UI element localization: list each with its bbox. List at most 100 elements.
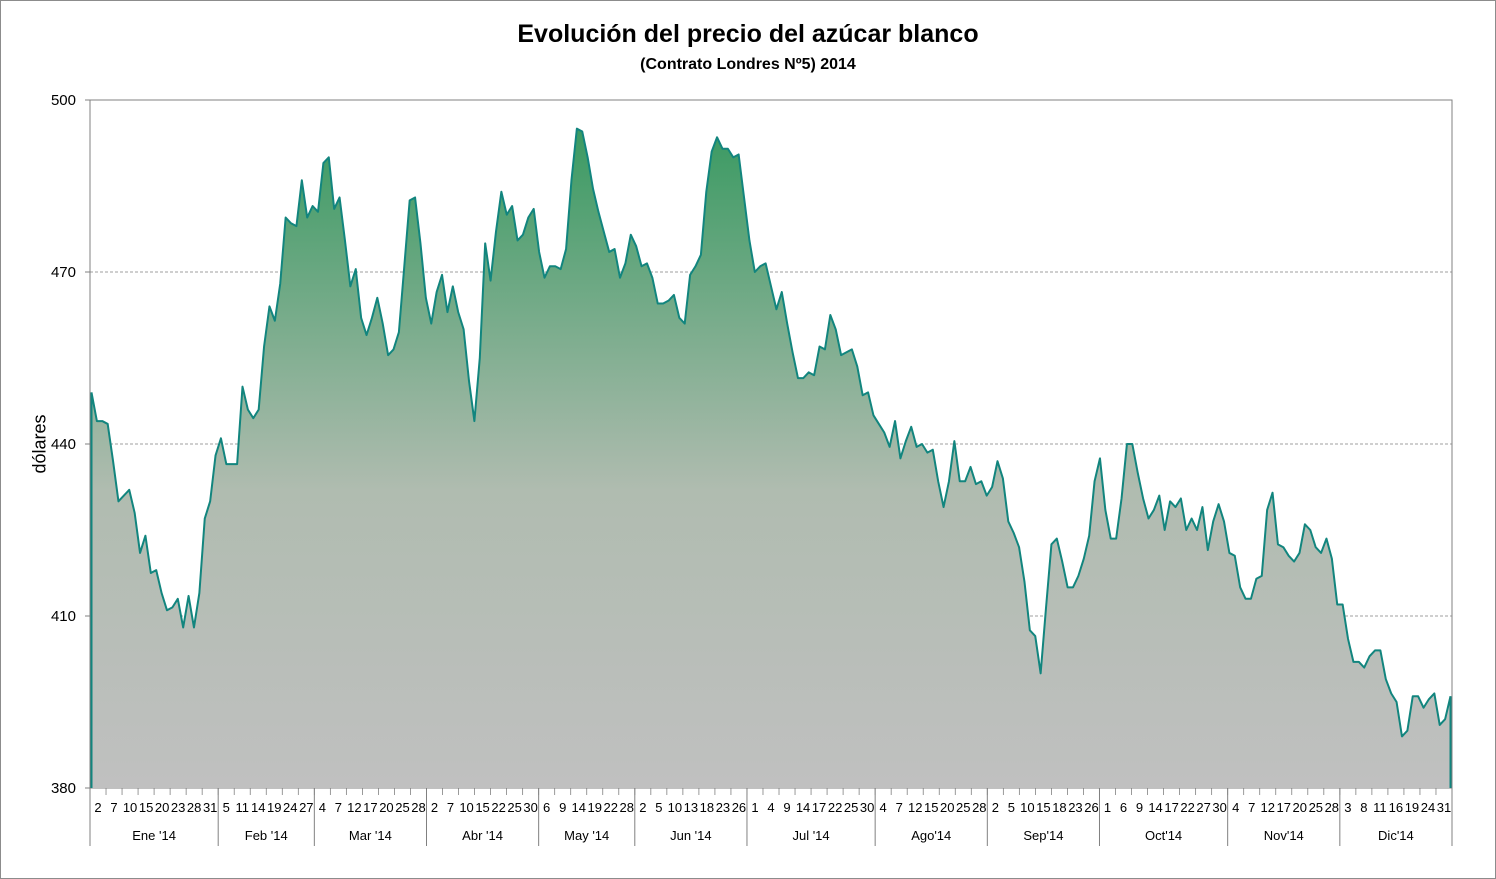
x-day-label: 14 [796,800,810,815]
x-day-label: 2 [992,800,999,815]
x-day-label: 17 [1277,800,1291,815]
x-day-label: 1 [751,800,758,815]
x-day-label: 25 [395,800,409,815]
x-day-label: 4 [767,800,774,815]
x-month-label: Feb '14 [245,828,288,843]
x-day-label: 1 [1104,800,1111,815]
x-day-label: 2 [639,800,646,815]
x-day-label: 10 [1020,800,1034,815]
x-day-label: 12 [908,800,922,815]
x-day-label: 9 [559,800,566,815]
series-line [90,127,1452,738]
x-day-label: 20 [940,800,954,815]
x-day-label: 28 [1325,800,1339,815]
x-month-label: Sep'14 [1023,828,1063,843]
x-month-label: Ene '14 [132,828,176,843]
x-day-label: 4 [319,800,326,815]
x-day-label: 25 [844,800,858,815]
x-day-label: 15 [1036,800,1050,815]
x-day-label: 4 [880,800,887,815]
x-day-label: 26 [1084,800,1098,815]
x-day-label: 8 [1360,800,1367,815]
x-day-label: 5 [1008,800,1015,815]
x-day-label: 12 [1260,800,1274,815]
x-month-label: May '14 [564,828,609,843]
x-day-label: 28 [187,800,201,815]
x-month-label: Jul '14 [792,828,829,843]
x-day-label: 19 [1405,800,1419,815]
x-day-label: 27 [299,800,313,815]
x-day-label: 25 [1309,800,1323,815]
x-day-label: 5 [223,800,230,815]
x-day-label: 2 [94,800,101,815]
x-day-label: 14 [1148,800,1162,815]
x-month-label: Ago'14 [911,828,951,843]
x-month-label: Jun '14 [670,828,712,843]
x-day-label: 6 [543,800,550,815]
x-day-label: 30 [523,800,537,815]
x-day-label: 27 [1196,800,1210,815]
x-month-label: Mar '14 [349,828,392,843]
x-day-label: 18 [1052,800,1066,815]
x-day-label: 28 [411,800,425,815]
x-day-label: 24 [1421,800,1435,815]
x-day-label: 7 [335,800,342,815]
x-day-label: 15 [139,800,153,815]
x-day-label: 30 [1212,800,1226,815]
x-day-label: 18 [700,800,714,815]
x-day-label: 23 [716,800,730,815]
x-day-label: 11 [235,800,249,815]
x-day-label: 14 [571,800,585,815]
y-tick-label: 470 [51,264,76,281]
x-day-label: 7 [110,800,117,815]
x-day-label: 25 [507,800,521,815]
x-day-label: 2 [431,800,438,815]
x-day-label: 19 [588,800,602,815]
x-day-label: 11 [1373,800,1387,815]
x-day-label: 13 [684,800,698,815]
chart-title: Evolución del precio del azúcar blanco [517,20,979,48]
y-tick-label: 410 [51,608,76,625]
x-month-label: Dic'14 [1378,828,1414,843]
series-area [91,128,1451,789]
x-day-label: 7 [1248,800,1255,815]
y-tick-label: 380 [51,780,76,797]
x-day-label: 22 [828,800,842,815]
x-month-label: Nov'14 [1264,828,1304,843]
x-day-label: 17 [1164,800,1178,815]
x-day-label: 10 [459,800,473,815]
x-day-label: 7 [447,800,454,815]
y-tick-label: 500 [51,92,76,109]
chart-subtitle: (Contrato Londres Nº5) 2014 [640,56,856,73]
x-day-label: 22 [604,800,618,815]
x-day-label: 10 [668,800,682,815]
x-day-label: 9 [1136,800,1143,815]
x-day-label: 15 [924,800,938,815]
area-layer [90,127,1452,789]
x-day-label: 22 [1180,800,1194,815]
x-day-label: 17 [812,800,826,815]
x-day-label: 3 [1344,800,1351,815]
x-day-label: 10 [123,800,137,815]
x-day-label: 25 [956,800,970,815]
x-day-label: 20 [155,800,169,815]
x-day-label: 30 [860,800,874,815]
x-day-label: 28 [620,800,634,815]
x-day-label: 12 [347,800,361,815]
x-day-label: 31 [203,800,217,815]
x-day-label: 22 [491,800,505,815]
x-day-label: 9 [783,800,790,815]
x-month-label: Oct'14 [1145,828,1182,843]
x-day-label: 4 [1232,800,1239,815]
x-day-label: 23 [171,800,185,815]
x-day-label: 6 [1120,800,1127,815]
x-month-label: Abr '14 [462,828,503,843]
x-day-label: 16 [1389,800,1403,815]
x-day-label: 23 [1068,800,1082,815]
x-day-label: 20 [1293,800,1307,815]
x-day-label: 20 [379,800,393,815]
x-day-label: 24 [283,800,297,815]
x-day-label: 19 [267,800,281,815]
x-day-label: 5 [655,800,662,815]
